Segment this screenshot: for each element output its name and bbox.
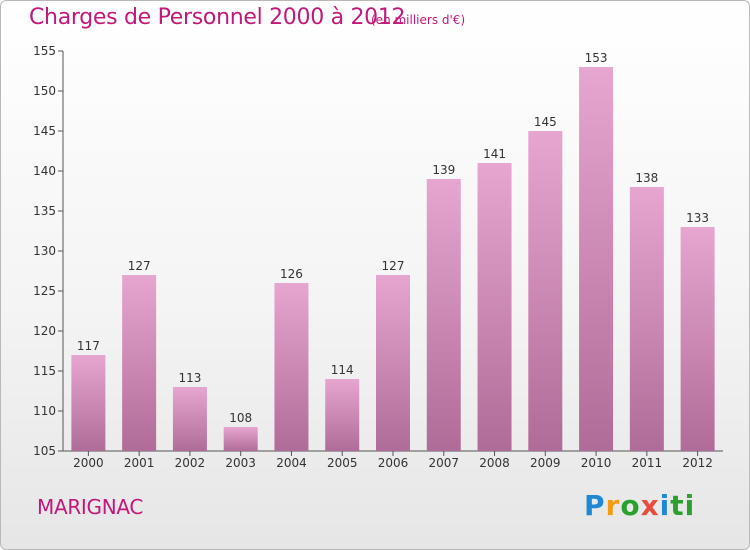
y-tick-label: 155	[33, 44, 56, 58]
chart-title: Charges de Personnel 2000 à 2012	[29, 5, 406, 30]
value-label-2006: 127	[382, 259, 405, 273]
bar-2012	[680, 227, 715, 451]
value-label-2010: 153	[585, 51, 608, 65]
bar-2010	[579, 67, 614, 451]
y-tick-label: 145	[33, 124, 56, 138]
x-tick-label-2011: 2011	[632, 456, 663, 470]
x-tick-label-2005: 2005	[327, 456, 358, 470]
value-label-2009: 145	[534, 115, 557, 129]
value-label-2003: 108	[229, 411, 252, 425]
bar-2009	[528, 131, 563, 451]
town-name: MARIGNAC	[37, 495, 144, 519]
x-tick-label-2012: 2012	[682, 456, 713, 470]
value-label-2011: 138	[635, 171, 658, 185]
x-tick-label-2010: 2010	[581, 456, 612, 470]
bar-2008	[477, 163, 512, 451]
value-label-2005: 114	[331, 363, 354, 377]
bar-2003	[223, 427, 258, 451]
value-label-2007: 139	[432, 163, 455, 177]
value-label-2012: 133	[686, 211, 709, 225]
bar-2006	[376, 275, 410, 451]
y-tick-label: 105	[33, 444, 56, 458]
chart-subtitle: (en milliers d'€)	[371, 13, 466, 27]
value-label-2004: 126	[280, 267, 303, 281]
bar-2001	[122, 275, 157, 451]
y-tick-label: 135	[33, 204, 56, 218]
bar-2002	[172, 387, 207, 451]
y-tick-label: 110	[33, 404, 56, 418]
x-tick-label-2009: 2009	[530, 456, 561, 470]
x-tick-label-2008: 2008	[479, 456, 510, 470]
bar-2000	[71, 355, 106, 451]
x-tick-label-2007: 2007	[428, 456, 459, 470]
proxiti-logo: Proxiti	[584, 489, 696, 522]
y-tick-label: 130	[33, 244, 56, 258]
y-tick-label: 150	[33, 84, 56, 98]
x-tick-label-2006: 2006	[378, 456, 409, 470]
x-tick-label-2004: 2004	[276, 456, 307, 470]
y-tick-label: 125	[33, 284, 56, 298]
value-label-2000: 117	[77, 339, 100, 353]
value-label-2002: 113	[178, 371, 201, 385]
x-tick-label-2003: 2003	[225, 456, 256, 470]
y-tick-label: 140	[33, 164, 56, 178]
y-tick-label: 115	[33, 364, 56, 378]
y-tick-label: 120	[33, 324, 56, 338]
bar-2007	[426, 179, 461, 451]
x-tick-label-2002: 2002	[175, 456, 206, 470]
bar-2011	[629, 187, 664, 451]
bar-2005	[325, 379, 360, 451]
bar-2004	[274, 283, 309, 451]
value-label-2008: 141	[483, 147, 506, 161]
x-tick-label-2001: 2001	[124, 456, 155, 470]
value-label-2001: 127	[128, 259, 151, 273]
x-tick-label-2000: 2000	[73, 456, 104, 470]
